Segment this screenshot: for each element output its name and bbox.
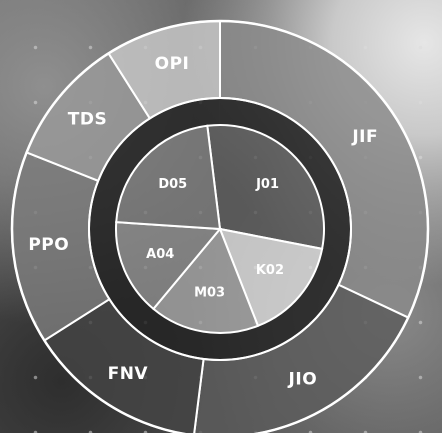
- inner-label-k02: K02: [256, 263, 284, 278]
- inner-label-j01: J01: [255, 177, 279, 192]
- outer-label-jio: JIO: [288, 370, 318, 390]
- inner-label-a04: A04: [146, 247, 174, 262]
- inner-label-m03: M03: [194, 286, 225, 301]
- outer-label-ppo: PPO: [28, 235, 69, 255]
- outer-ring-outer-edge: [10, 19, 430, 433]
- outer-label-jif: JIF: [351, 127, 378, 147]
- inner-segment-a04[interactable]: [115, 221, 223, 311]
- outer-label-opi: OPI: [155, 54, 190, 74]
- outer-label-tds: TDS: [68, 109, 107, 129]
- outer-ring-inner-edge: [88, 97, 352, 361]
- inner-segment-j01[interactable]: [206, 124, 325, 251]
- inner-label-d05: D05: [158, 177, 187, 192]
- inner-segment-k02[interactable]: [218, 227, 324, 328]
- inner-segment-d05[interactable]: [115, 124, 222, 231]
- outer-label-fnv: FNV: [108, 364, 149, 384]
- inner-segment-m03[interactable]: [152, 227, 260, 334]
